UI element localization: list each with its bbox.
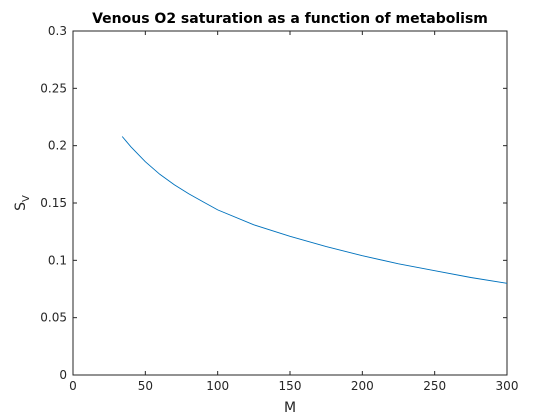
y-tick-label: 0.2 — [48, 139, 67, 153]
x-tick-label: 200 — [351, 379, 374, 393]
y-tick-label: 0 — [59, 368, 67, 382]
y-tick-label: 0.15 — [40, 196, 67, 210]
x-tick-label: 150 — [279, 379, 302, 393]
y-axis-label-main: S — [13, 202, 29, 211]
x-tick-label: 250 — [423, 379, 446, 393]
y-axis-label: SV — [13, 195, 32, 211]
y-tick-label: 0.3 — [48, 24, 67, 38]
x-tick-label: 50 — [138, 379, 153, 393]
x-tick-label: 100 — [206, 379, 229, 393]
series-line — [121, 136, 508, 284]
y-tick-label: 0.25 — [40, 81, 67, 95]
series-layer — [121, 136, 508, 284]
x-axis-label: M — [284, 400, 296, 416]
y-tick-label: 0.05 — [40, 311, 67, 325]
plot-area — [73, 31, 507, 375]
x-ticks: 0 50 100 150 200 250 300 — [69, 31, 518, 393]
x-tick-label: 300 — [496, 379, 519, 393]
x-tick-label: 0 — [69, 379, 77, 393]
y-tick-label: 0.1 — [48, 253, 67, 267]
y-axis-label-subscript: V — [21, 195, 32, 202]
y-ticks: 0 0.05 0.1 0.15 0.2 0.25 0.3 — [40, 24, 507, 382]
chart-title: Venous O2 saturation as a function of me… — [92, 11, 488, 27]
